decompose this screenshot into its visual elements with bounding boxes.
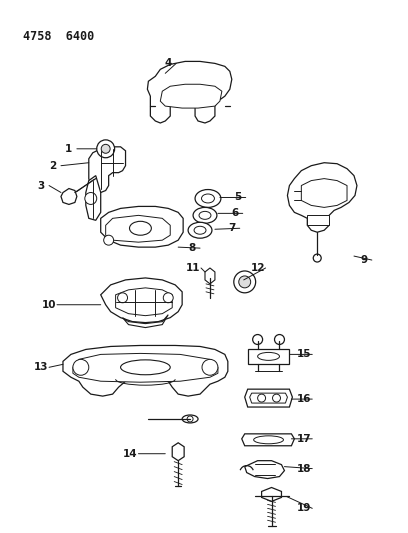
- Text: 13: 13: [34, 362, 49, 373]
- Circle shape: [234, 271, 256, 293]
- Ellipse shape: [193, 207, 217, 223]
- Polygon shape: [248, 350, 289, 365]
- Circle shape: [273, 394, 280, 402]
- Text: 4758  6400: 4758 6400: [23, 30, 95, 43]
- Polygon shape: [73, 353, 218, 382]
- Ellipse shape: [254, 436, 284, 444]
- Polygon shape: [242, 434, 295, 446]
- Circle shape: [187, 416, 193, 422]
- Polygon shape: [122, 314, 168, 328]
- Ellipse shape: [194, 227, 206, 234]
- Polygon shape: [61, 189, 77, 205]
- Circle shape: [257, 394, 266, 402]
- Polygon shape: [115, 288, 172, 316]
- Polygon shape: [101, 278, 182, 322]
- Polygon shape: [245, 389, 293, 407]
- Polygon shape: [307, 215, 329, 225]
- Circle shape: [239, 276, 251, 288]
- Polygon shape: [250, 393, 287, 403]
- Circle shape: [163, 293, 173, 303]
- Polygon shape: [147, 61, 232, 123]
- Text: 7: 7: [228, 223, 235, 233]
- Circle shape: [202, 359, 218, 375]
- Circle shape: [97, 140, 115, 158]
- Polygon shape: [101, 206, 183, 247]
- Polygon shape: [172, 443, 184, 461]
- Polygon shape: [287, 163, 357, 232]
- Circle shape: [101, 144, 110, 154]
- Ellipse shape: [199, 212, 211, 219]
- Text: 16: 16: [297, 394, 312, 404]
- Polygon shape: [302, 179, 347, 207]
- Polygon shape: [63, 345, 228, 396]
- Ellipse shape: [195, 190, 221, 207]
- Text: 5: 5: [234, 192, 242, 203]
- Circle shape: [104, 235, 113, 245]
- Text: 9: 9: [360, 255, 368, 265]
- Text: 2: 2: [49, 160, 57, 171]
- Polygon shape: [205, 268, 215, 284]
- Text: 8: 8: [188, 243, 196, 253]
- Polygon shape: [89, 147, 126, 192]
- Text: 3: 3: [38, 181, 45, 191]
- Text: 4: 4: [164, 59, 172, 68]
- Circle shape: [253, 335, 263, 344]
- Circle shape: [275, 335, 284, 344]
- Text: 1: 1: [65, 144, 73, 154]
- Text: 19: 19: [297, 503, 311, 513]
- Circle shape: [73, 359, 89, 375]
- Polygon shape: [106, 215, 170, 242]
- Circle shape: [313, 254, 321, 262]
- Text: 11: 11: [186, 263, 200, 273]
- Text: 18: 18: [297, 464, 312, 474]
- Ellipse shape: [257, 352, 279, 360]
- Text: 15: 15: [297, 350, 312, 359]
- Circle shape: [118, 293, 128, 303]
- Polygon shape: [86, 175, 101, 220]
- Ellipse shape: [121, 360, 170, 375]
- Text: 14: 14: [123, 449, 138, 459]
- Text: 6: 6: [231, 208, 238, 219]
- Ellipse shape: [202, 194, 215, 203]
- Polygon shape: [262, 488, 282, 502]
- Circle shape: [85, 192, 97, 205]
- Text: 12: 12: [251, 263, 265, 273]
- Polygon shape: [160, 84, 222, 108]
- Text: 17: 17: [297, 434, 312, 444]
- Text: 10: 10: [42, 300, 56, 310]
- Ellipse shape: [129, 221, 151, 235]
- Polygon shape: [245, 461, 284, 479]
- Ellipse shape: [188, 222, 212, 238]
- Ellipse shape: [182, 415, 198, 423]
